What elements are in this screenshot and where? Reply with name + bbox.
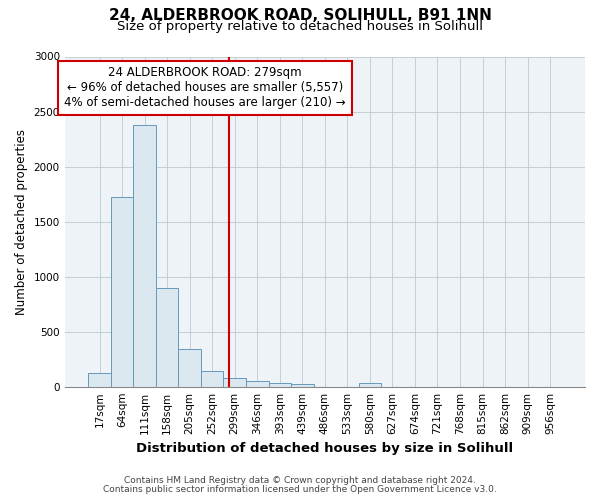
Y-axis label: Number of detached properties: Number of detached properties xyxy=(15,128,28,314)
Bar xyxy=(359,384,381,386)
X-axis label: Distribution of detached houses by size in Solihull: Distribution of detached houses by size … xyxy=(136,442,514,455)
Bar xyxy=(291,384,314,386)
Text: 24, ALDERBROOK ROAD, SOLIHULL, B91 1NN: 24, ALDERBROOK ROAD, SOLIHULL, B91 1NN xyxy=(109,8,491,22)
Bar xyxy=(246,380,269,386)
Bar xyxy=(223,378,246,386)
Bar xyxy=(178,350,201,387)
Bar xyxy=(156,288,178,386)
Bar xyxy=(111,198,133,386)
Text: Contains HM Land Registry data © Crown copyright and database right 2024.: Contains HM Land Registry data © Crown c… xyxy=(124,476,476,485)
Text: Size of property relative to detached houses in Solihull: Size of property relative to detached ho… xyxy=(117,20,483,33)
Bar xyxy=(88,374,111,386)
Text: Contains public sector information licensed under the Open Government Licence v3: Contains public sector information licen… xyxy=(103,485,497,494)
Bar xyxy=(133,124,156,386)
Bar xyxy=(269,383,291,386)
Bar xyxy=(201,370,223,386)
Text: 24 ALDERBROOK ROAD: 279sqm
← 96% of detached houses are smaller (5,557)
4% of se: 24 ALDERBROOK ROAD: 279sqm ← 96% of deta… xyxy=(64,66,346,110)
